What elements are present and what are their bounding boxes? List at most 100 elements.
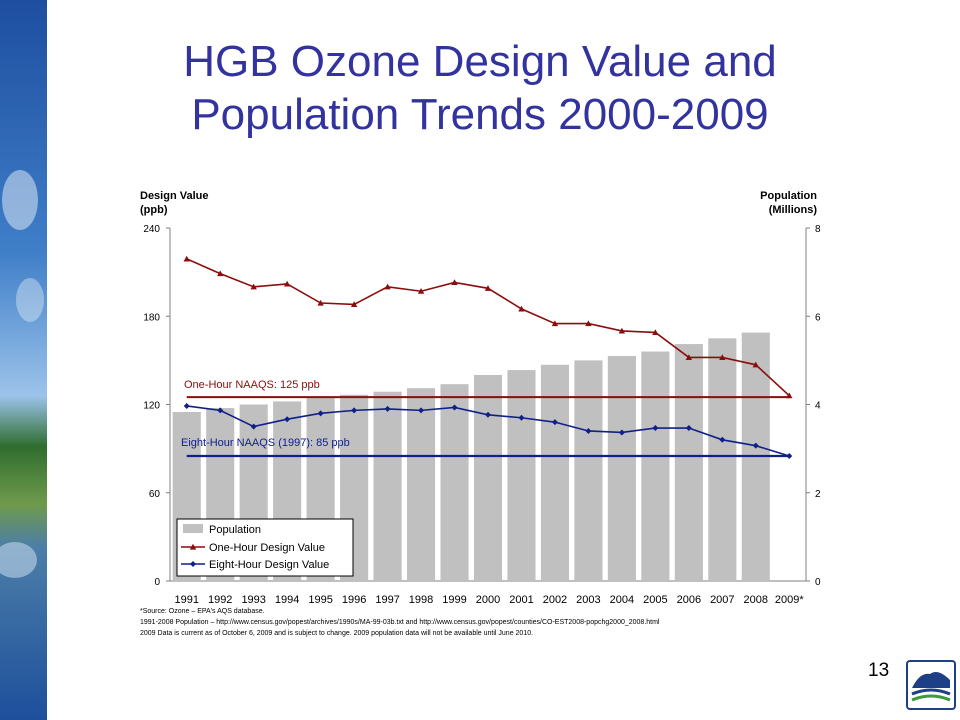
legend-one-hour-marker xyxy=(189,543,197,550)
one-hour-point xyxy=(384,283,391,290)
eight-hour-point xyxy=(618,429,625,436)
one-hour-point xyxy=(585,320,592,327)
x-tick-label: 2006 xyxy=(677,594,701,606)
one-hour-point xyxy=(685,354,693,360)
y-left-tick-label: 60 xyxy=(149,489,161,500)
legend-eight-hour-label: Eight-Hour Design Value xyxy=(209,559,329,571)
population-bar xyxy=(607,355,636,581)
one-hour-point xyxy=(551,320,559,327)
legend-population-swatch xyxy=(183,524,203,533)
one-hour-point xyxy=(484,285,492,291)
y-right-axis-title: Population xyxy=(760,190,817,202)
x-tick-label: 1991 xyxy=(174,594,198,606)
eight-hour-point xyxy=(719,436,726,443)
x-tick-label: 1996 xyxy=(342,594,366,606)
x-tick-label: 1992 xyxy=(208,594,232,606)
population-bar xyxy=(540,364,570,581)
one-hour-point xyxy=(719,354,726,360)
population-bar xyxy=(406,388,436,581)
eight-hour-point xyxy=(183,402,190,409)
one-hour-point xyxy=(350,301,358,308)
y-right-tick-label: 0 xyxy=(815,577,821,588)
eight-hour-point xyxy=(752,442,759,449)
population-bar xyxy=(507,370,536,581)
x-tick-label: 1999 xyxy=(442,594,466,606)
legend-population-label: Population xyxy=(209,524,261,536)
legend-one-hour-label: One-Hour Design Value xyxy=(209,542,325,554)
x-tick-label: 2003 xyxy=(576,594,600,606)
x-tick-label: 2002 xyxy=(543,594,567,606)
x-tick-label: 2007 xyxy=(710,594,734,606)
y-left-tick-label: 180 xyxy=(143,312,160,323)
x-tick-label: 1998 xyxy=(409,594,433,606)
y-left-axis-unit: (ppb) xyxy=(140,204,168,216)
one-hour-point xyxy=(752,361,759,368)
eight-hour-point xyxy=(250,423,257,430)
population-bar xyxy=(373,391,402,581)
population-bar xyxy=(641,351,670,581)
one-hour-point xyxy=(283,280,291,287)
footnote-line: *Source: Ozone – EPA's AQS database. xyxy=(140,608,265,615)
x-tick-label: 2008 xyxy=(744,594,768,606)
one-hour-point xyxy=(652,329,659,335)
eight-hour-point xyxy=(652,425,659,432)
eight-hour-point xyxy=(451,404,458,411)
one-hour-point xyxy=(451,279,458,285)
population-bar xyxy=(574,360,603,581)
eight-hour-naaqs-label: Eight-Hour NAAQS (1997): 85 ppb xyxy=(181,437,350,449)
x-tick-label: 2009* xyxy=(775,594,804,606)
eight-hour-point xyxy=(384,405,391,412)
one-hour-point xyxy=(183,255,190,262)
x-tick-label: 2001 xyxy=(509,594,533,606)
one-hour-point xyxy=(250,283,257,290)
x-tick-label: 1995 xyxy=(308,594,332,606)
population-bar xyxy=(674,344,703,581)
footnote-line: 1991-2008 Population – http://www.census… xyxy=(140,619,660,626)
x-tick-label: 2000 xyxy=(476,594,500,606)
slide-title-line-2: Population Trends 2000-2009 xyxy=(191,90,769,139)
footnote-line: 2009 Data is current as of October 6, 20… xyxy=(140,630,533,637)
eight-hour-point xyxy=(585,427,592,434)
one-hour-point xyxy=(786,392,793,399)
one-hour-point xyxy=(518,305,525,312)
y-left-axis-title: Design Value xyxy=(140,190,208,202)
eight-hour-point xyxy=(485,411,491,418)
x-tick-label: 1993 xyxy=(241,594,265,606)
one-hour-point xyxy=(618,327,626,334)
x-tick-label: 2005 xyxy=(643,594,667,606)
slide-title-line-1: HGB Ozone Design Value and xyxy=(183,37,777,86)
one-hour-point xyxy=(217,270,224,277)
x-tick-label: 1994 xyxy=(275,594,299,606)
population-bar xyxy=(708,338,737,581)
y-left-tick-label: 120 xyxy=(143,401,160,412)
eight-hour-point xyxy=(685,425,692,432)
eight-hour-point xyxy=(217,407,224,414)
legend-eight-hour-marker xyxy=(190,561,196,567)
slide-number: 13 xyxy=(868,660,890,681)
y-left-tick-label: 0 xyxy=(154,577,160,588)
eight-hour-point xyxy=(786,452,793,459)
x-tick-label: 1997 xyxy=(375,594,399,606)
eight-hour-point xyxy=(518,414,525,421)
one-hour-naaqs-label: One-Hour NAAQS: 125 ppb xyxy=(184,379,320,391)
agency-logo xyxy=(906,660,956,710)
eight-hour-point xyxy=(284,416,291,423)
population-bar xyxy=(440,384,469,581)
y-right-tick-label: 6 xyxy=(815,312,821,323)
y-right-axis-unit: (Millions) xyxy=(769,204,818,216)
slide-title: HGB Ozone Design Value and Population Tr… xyxy=(60,35,900,141)
y-left-tick-label: 240 xyxy=(143,224,160,235)
one-hour-point xyxy=(417,288,425,294)
y-right-tick-label: 4 xyxy=(815,401,821,412)
eight-hour-point xyxy=(551,419,558,426)
x-tick-label: 2004 xyxy=(610,594,634,606)
eight-hour-point xyxy=(317,410,324,417)
population-bar xyxy=(473,374,503,581)
legend-box xyxy=(176,518,354,577)
decorative-side-image xyxy=(0,0,47,720)
y-right-tick-label: 8 xyxy=(815,224,821,235)
eight-hour-point xyxy=(351,407,358,414)
y-right-tick-label: 2 xyxy=(815,489,821,500)
eight-hour-point xyxy=(418,407,425,414)
